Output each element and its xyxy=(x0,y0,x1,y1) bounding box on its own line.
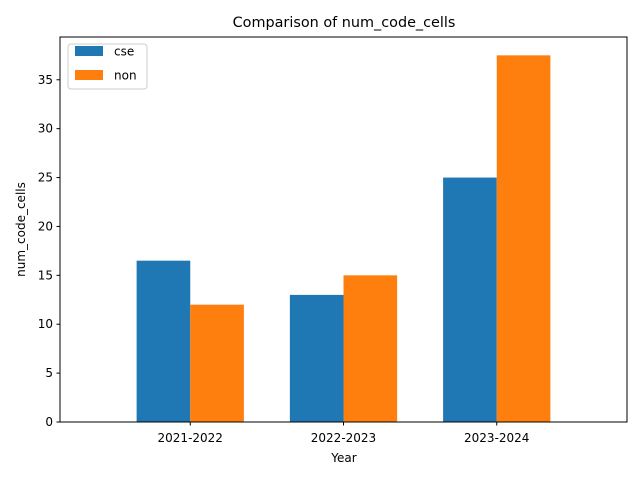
bar-cse-2021-2022 xyxy=(136,260,191,422)
bars-layer xyxy=(136,55,551,422)
y-tick-label: 35 xyxy=(38,73,53,87)
bar-non-2021-2022 xyxy=(190,304,244,422)
legend-swatch-non xyxy=(75,70,103,80)
bar-cse-2022-2023 xyxy=(289,294,344,422)
y-tick-label: 25 xyxy=(38,171,53,185)
legend-swatch-cse xyxy=(75,46,103,56)
legend: cse non xyxy=(67,43,148,90)
plot-frame xyxy=(59,36,628,423)
y-tick-label: 20 xyxy=(38,219,53,233)
y-tick-label: 0 xyxy=(45,415,53,429)
x-tick-label: 2022-2023 xyxy=(311,431,376,445)
legend-label-cse: cse xyxy=(114,45,134,59)
x-tick-label: 2021-2022 xyxy=(158,431,223,445)
x-axis-label: Year xyxy=(330,451,356,465)
bar-non-2023-2024 xyxy=(496,55,551,422)
chart-title: Comparison of num_code_cells xyxy=(233,15,456,31)
y-tick-label: 30 xyxy=(38,122,53,136)
bar-non-2022-2023 xyxy=(343,275,398,422)
x-axis: 2021-2022 2022-2023 2023-2024 xyxy=(158,422,529,445)
x-tick-label: 2023-2024 xyxy=(464,431,529,445)
y-tick-label: 15 xyxy=(38,268,53,282)
y-axis: 0 5 10 15 20 25 30 35 xyxy=(38,73,60,429)
y-tick-label: 10 xyxy=(38,317,53,331)
legend-label-non: non xyxy=(114,69,137,83)
y-tick-label: 5 xyxy=(45,366,53,380)
bar-cse-2023-2024 xyxy=(443,177,497,422)
y-axis-label: num_code_cells xyxy=(14,182,28,277)
